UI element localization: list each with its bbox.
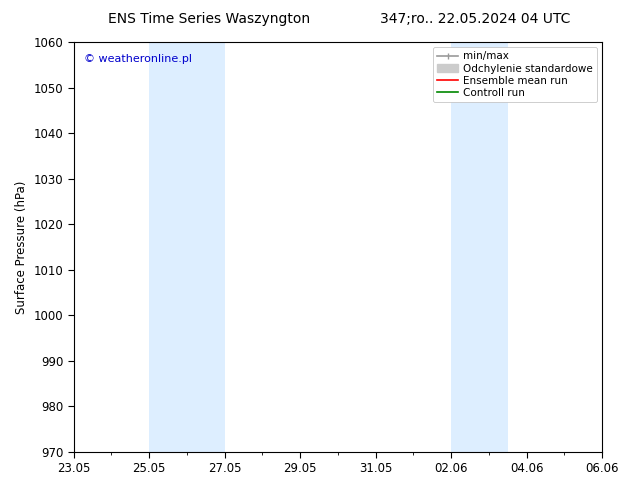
Y-axis label: Surface Pressure (hPa): Surface Pressure (hPa) <box>15 180 28 314</box>
Text: ENS Time Series Waszyngton: ENS Time Series Waszyngton <box>108 12 310 26</box>
Text: © weatheronline.pl: © weatheronline.pl <box>84 54 192 64</box>
Bar <box>451 42 508 452</box>
Legend: min/max, Odchylenie standardowe, Ensemble mean run, Controll run: min/max, Odchylenie standardowe, Ensembl… <box>433 47 597 102</box>
Bar <box>149 42 224 452</box>
Text: 347;ro.. 22.05.2024 04 UTC: 347;ro.. 22.05.2024 04 UTC <box>380 12 571 26</box>
